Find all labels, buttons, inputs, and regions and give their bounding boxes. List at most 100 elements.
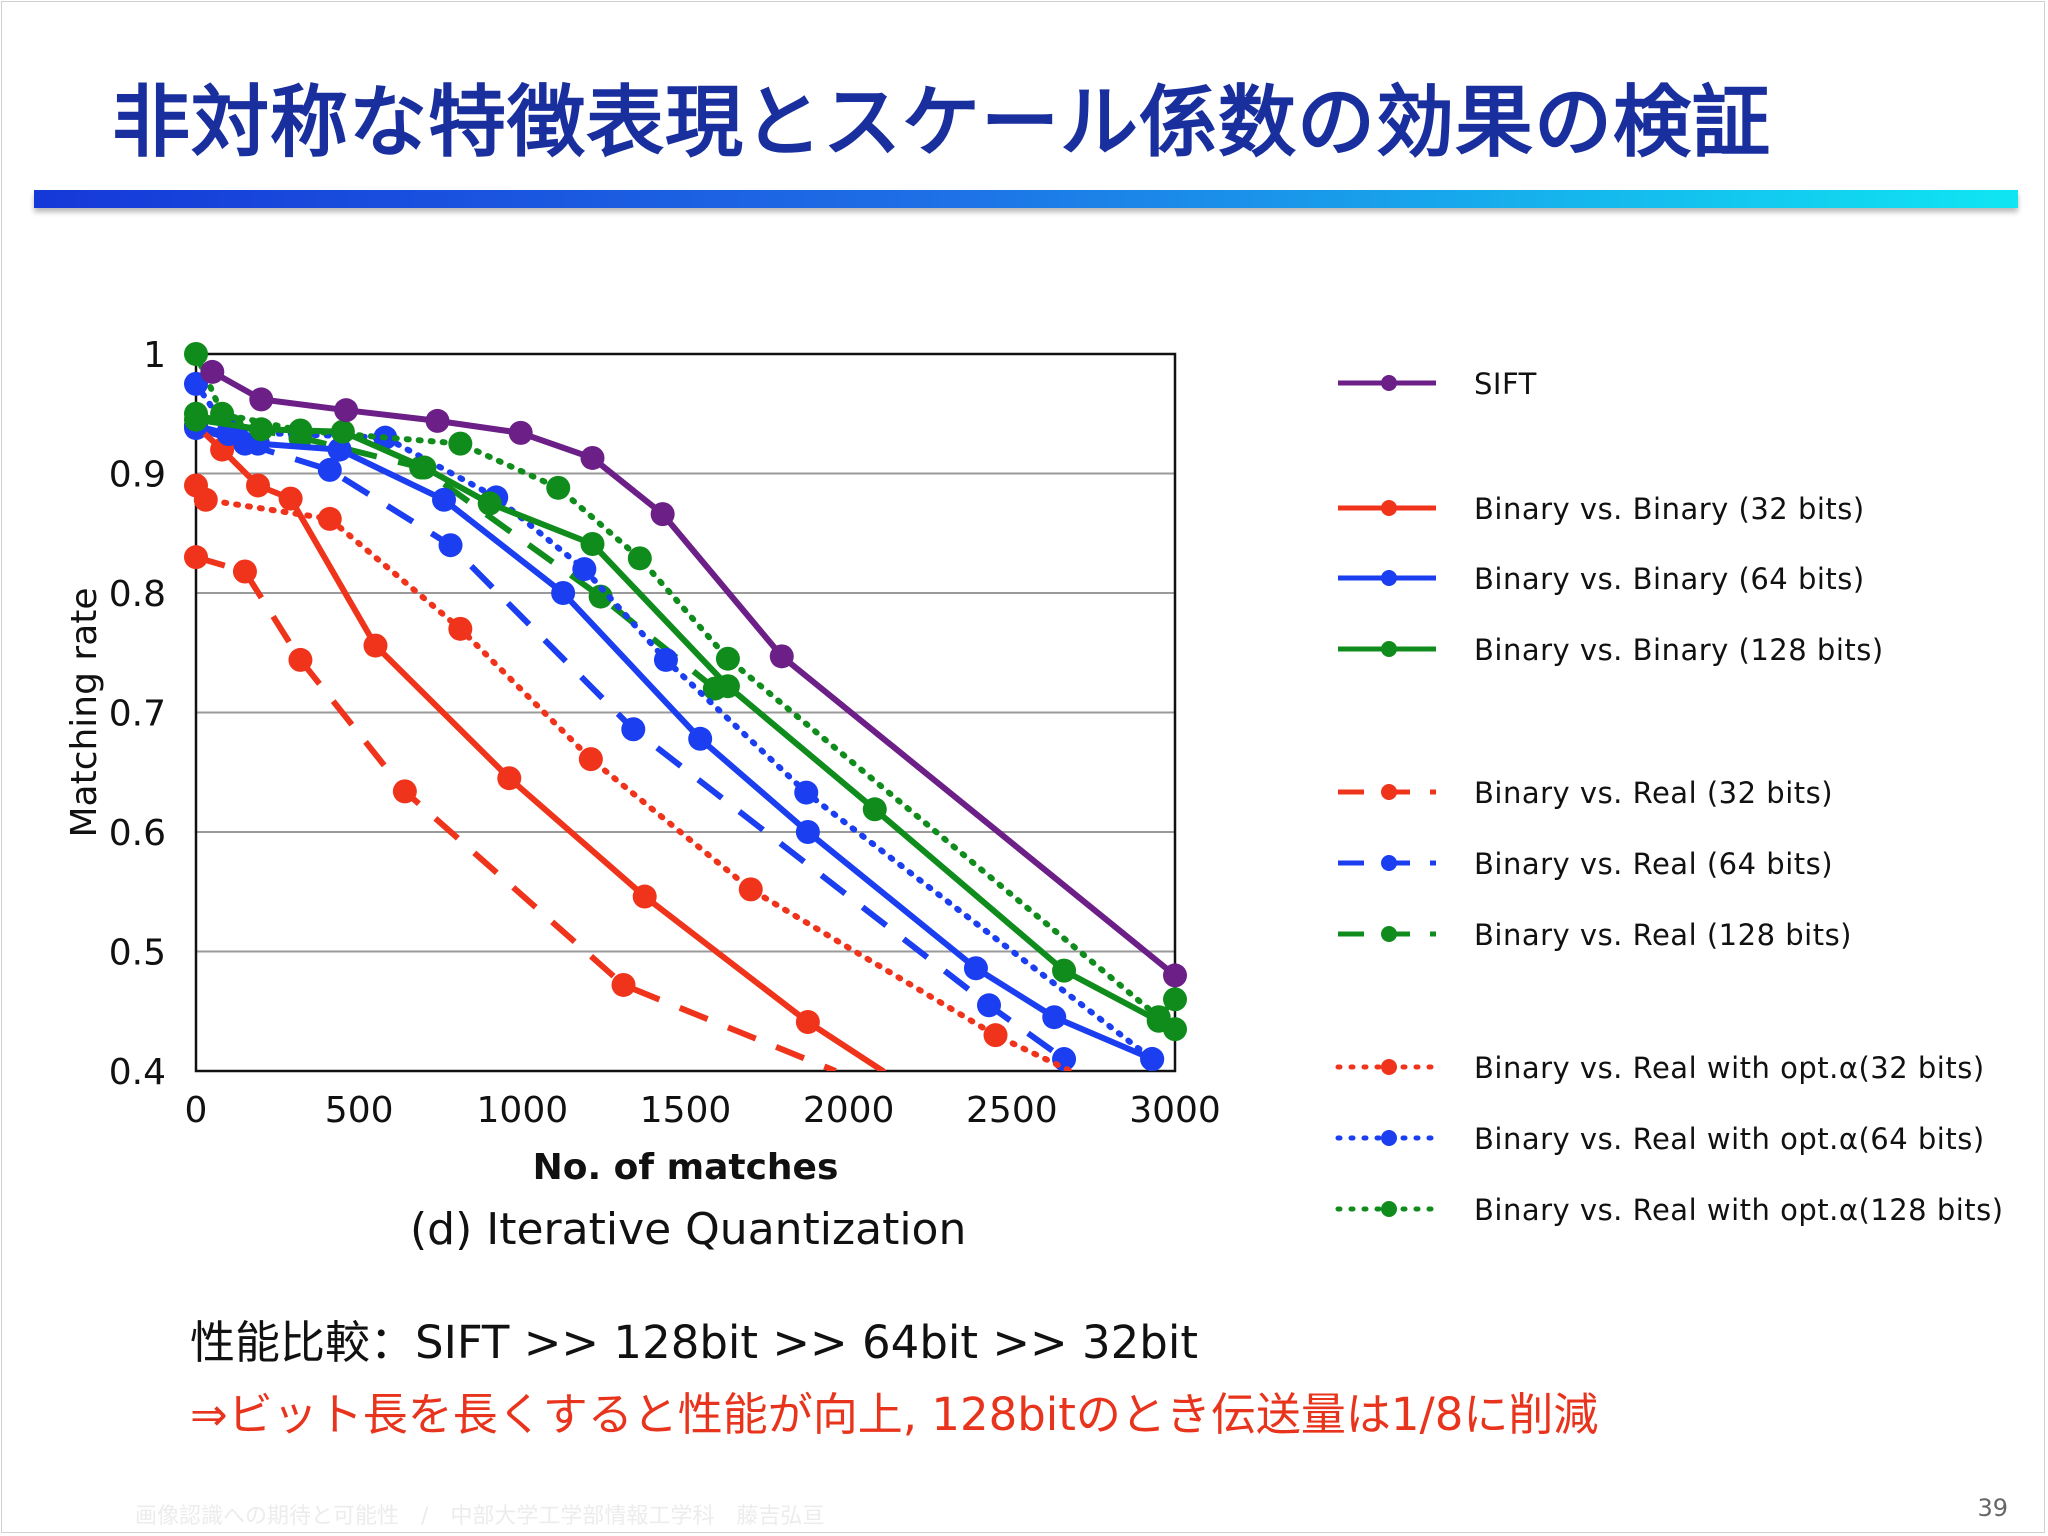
y-axis-label: Matching rate [64, 587, 105, 837]
legend-marker [1381, 1201, 1397, 1217]
data-point [862, 797, 887, 822]
legend-label: Binary vs. Real (64 bits) [1474, 847, 1833, 881]
data-point [184, 407, 208, 432]
legend-label: Binary vs. Real with opt.α(32 bits) [1474, 1051, 1985, 1085]
legend-entry: Binary vs. Real (64 bits) [1338, 847, 1833, 881]
legend-entry: Binary vs. Real (32 bits) [1338, 776, 1833, 810]
data-point [580, 532, 605, 557]
data-point [278, 486, 303, 511]
series-binary-vs-real-32-bits- [184, 545, 837, 1071]
legend-entry: Binary vs. Real with opt.α(32 bits) [1335, 1051, 1985, 1085]
data-point [200, 359, 225, 384]
data-point [621, 717, 646, 742]
data-point [650, 502, 675, 527]
data-point [497, 766, 522, 791]
chart-caption: (d) Iterative Quantization [410, 1204, 967, 1255]
slide-footer: 画像認識への期待と可能性 / 中部大学工学部情報工学科 藤吉弘亘 [135, 1504, 825, 1529]
data-point [1163, 1017, 1187, 1042]
legend-label: Binary vs. Real with opt.α(128 bits) [1474, 1193, 2004, 1227]
data-point [438, 533, 463, 558]
data-point [1163, 987, 1187, 1012]
x-tick-label: 2000 [803, 1090, 895, 1131]
data-point [392, 779, 417, 804]
series-binary-vs-real-64-bits- [184, 416, 1077, 1071]
data-point [794, 780, 819, 805]
legend-label: Binary vs. Binary (128 bits) [1474, 633, 1884, 667]
data-point [184, 545, 208, 570]
data-point [963, 956, 988, 981]
data-point [412, 455, 437, 480]
legend-label: SIFT [1474, 367, 1537, 401]
data-point [246, 473, 271, 498]
series-sift [200, 359, 1187, 988]
series-line [195, 554, 837, 1071]
data-point [249, 417, 274, 442]
data-point [330, 419, 355, 444]
data-point [653, 647, 678, 672]
series-binary-vs-binary-128-bits- [184, 407, 1187, 1042]
data-point [334, 398, 359, 423]
data-point [688, 726, 713, 751]
data-point [327, 437, 352, 462]
data-point [477, 491, 502, 516]
data-point [1140, 1047, 1165, 1071]
data-point [1052, 958, 1077, 983]
series-binary-vs-real-with-opt-32-bits- [184, 473, 1074, 1071]
data-point [578, 747, 603, 772]
data-point [232, 559, 257, 584]
x-tick-label: 3000 [1129, 1090, 1221, 1131]
data-point [976, 993, 1001, 1018]
data-point [425, 408, 450, 433]
data-point [448, 616, 473, 641]
legend-marker [1381, 926, 1397, 942]
y-tick-label: 0.7 [109, 694, 166, 735]
x-tick-label: 0 [185, 1090, 208, 1131]
legend-marker [1381, 375, 1397, 391]
legend-entry: Binary vs. Binary (128 bits) [1338, 633, 1884, 667]
y-tick-label: 0.8 [109, 574, 166, 615]
series-line [195, 410, 717, 691]
y-tick-label: 0.5 [109, 933, 166, 974]
legend-entry: Binary vs. Binary (32 bits) [1338, 492, 1864, 526]
conclusion-text: ⇒ビット長を長くすると性能が向上, 128bitのとき伝送量は1/8に削減 [190, 1388, 1599, 1441]
x-tick-label: 500 [325, 1090, 394, 1131]
series-line [193, 482, 1074, 1071]
data-point [551, 581, 576, 605]
legend-label: Binary vs. Real (128 bits) [1474, 918, 1852, 952]
legend-marker [1381, 1130, 1397, 1146]
data-point [193, 487, 218, 512]
x-tick-label: 2500 [966, 1090, 1058, 1131]
data-point [715, 674, 740, 699]
data-point [288, 647, 313, 672]
y-tick-label: 0.9 [109, 455, 166, 496]
data-point [983, 1023, 1008, 1048]
legend-entry: Binary vs. Binary (64 bits) [1338, 562, 1865, 596]
data-point [432, 487, 457, 512]
data-point [1052, 1047, 1077, 1071]
data-point [588, 584, 613, 609]
x-axis-label: No. of matches [533, 1147, 839, 1188]
data-point [317, 506, 342, 531]
data-point [317, 457, 342, 482]
data-point [249, 387, 274, 412]
data-point [769, 644, 794, 669]
x-tick-label: 1000 [477, 1090, 569, 1131]
series-binary-vs-binary-32-bits- [184, 413, 886, 1071]
data-point [738, 877, 763, 902]
data-point [627, 546, 652, 571]
slide-title: 非対称な特徴表現とスケール係数の効果の検証 [112, 78, 1772, 168]
legend-marker [1381, 570, 1397, 586]
legend-label: Binary vs. Binary (64 bits) [1474, 562, 1865, 596]
data-point [795, 1010, 820, 1035]
data-point [572, 557, 597, 582]
y-tick-label: 1 [143, 335, 166, 376]
data-point [1163, 963, 1187, 988]
legend-entry: SIFT [1338, 367, 1537, 401]
legend-marker [1381, 641, 1397, 657]
data-point [1042, 1005, 1067, 1030]
title-underline-bar [34, 190, 2018, 208]
data-point [508, 420, 533, 445]
page-number: 39 [1977, 1494, 2008, 1522]
